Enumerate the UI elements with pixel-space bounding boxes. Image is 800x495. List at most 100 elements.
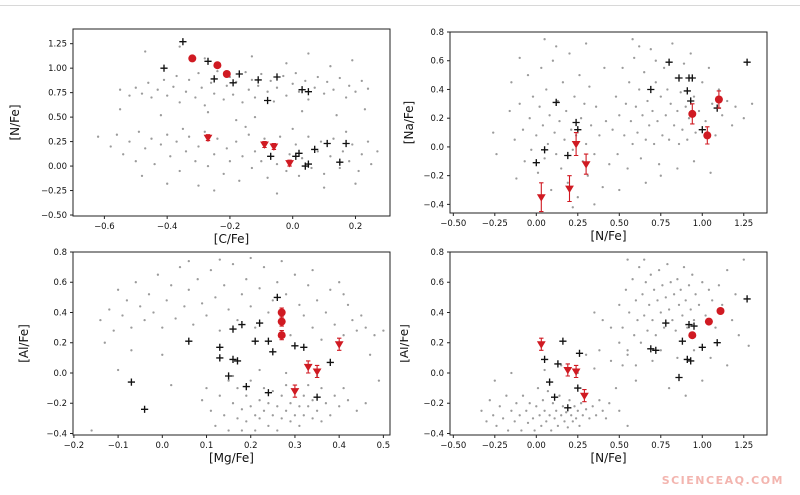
field-star-dot (638, 88, 641, 91)
field-star-dot (231, 402, 235, 405)
program-star-triangle (565, 185, 574, 193)
field-star-dot (662, 66, 666, 70)
field-star-dot (578, 424, 581, 428)
field-star-dot (377, 379, 381, 382)
plus-marker (300, 343, 308, 351)
plus-marker (678, 337, 686, 345)
field-star-dot (183, 305, 186, 308)
field-star-dot (618, 188, 621, 192)
plus-marker (675, 373, 683, 382)
series-field-star-dots (492, 38, 754, 209)
axes-frame (72, 251, 391, 436)
field-star-dot (669, 281, 672, 284)
field-star-dot (689, 308, 692, 311)
field-star-dot (689, 52, 692, 55)
field-star-dot (652, 142, 656, 146)
field-star-dot (150, 96, 153, 99)
field-star-dot (209, 268, 213, 272)
field-star-dot (329, 414, 332, 417)
field-star-dot (711, 102, 714, 105)
field-star-dot (140, 174, 144, 178)
field-star-dot (676, 109, 679, 113)
field-star-dot (263, 137, 266, 140)
field-star-dot (674, 329, 677, 332)
field-star-dot (178, 45, 181, 48)
field-star-dot (346, 303, 350, 307)
field-star-dot (604, 417, 608, 420)
y-tick-labels: −0.4 −0.2 0.0 0.2 0.4 0.6 0.8 (423, 248, 450, 439)
field-star-dot (521, 394, 525, 397)
field-star-dot (203, 104, 206, 107)
field-star-dot (636, 131, 639, 134)
x-tick-label: 0.0 (156, 441, 170, 451)
series-program-star-circles (688, 90, 723, 145)
field-star-dot (236, 417, 239, 420)
field-star-dot (322, 172, 326, 176)
field-star-dot (236, 318, 239, 322)
field-star-dot (285, 62, 288, 65)
program-star-circle (222, 70, 231, 78)
field-star-dot (342, 386, 345, 390)
field-star-dot (560, 364, 563, 367)
field-star-dot (118, 108, 122, 111)
plus-marker (342, 139, 350, 148)
field-star-dot (250, 166, 254, 170)
field-star-dot (247, 88, 250, 91)
x-tick-label: 0.25 (568, 441, 587, 451)
field-star-dot (351, 143, 354, 146)
scatter-plot-nfe-vs-cfe: −0.6 −0.4 −0.2 0.0 0.2 −0.50 −0.25 0.00 0.25 0.50… (8, 28, 391, 246)
field-star-dot (382, 329, 385, 332)
field-star-dot (166, 94, 169, 97)
plus-marker (675, 74, 683, 82)
field-star-dot (734, 293, 737, 296)
field-star-dot (692, 160, 696, 163)
program-star-triangle (312, 368, 322, 376)
program-star-circle (277, 317, 286, 326)
field-star-dot (540, 424, 543, 428)
field-star-dot (530, 148, 533, 151)
plus-marker (662, 319, 670, 327)
field-star-dot (634, 299, 638, 302)
field-star-dot (677, 142, 681, 146)
field-star-dot (322, 92, 326, 95)
field-star-dot (535, 405, 538, 408)
field-star-dot (324, 402, 328, 405)
field-star-dot (320, 386, 323, 390)
field-star-dot (598, 399, 601, 402)
field-star-dot (659, 311, 662, 314)
field-star-dot (528, 402, 531, 405)
x-tick-label: 1.00 (693, 219, 712, 229)
field-star-dot (633, 56, 636, 60)
field-star-dot (649, 273, 652, 276)
field-star-dot (262, 386, 266, 390)
field-star-dot (338, 281, 341, 284)
field-star-dot (583, 102, 586, 105)
plus-marker (572, 118, 580, 127)
field-star-dot (197, 184, 200, 187)
field-star-dot (548, 414, 551, 417)
field-star-dot (360, 79, 363, 83)
field-star-dot (311, 417, 314, 420)
field-star-dot (346, 399, 350, 402)
field-star-dot (225, 147, 228, 150)
series-field-star-dots (480, 258, 750, 432)
field-star-dot (282, 74, 285, 78)
field-star-dot (175, 74, 178, 78)
field-star-dot (628, 311, 631, 314)
program-star-triangle (269, 143, 279, 151)
field-star-dot (275, 162, 279, 166)
field-star-dot (545, 88, 548, 91)
field-star-dot (726, 99, 729, 103)
field-star-dot (492, 131, 495, 134)
plus-marker (273, 293, 281, 301)
field-star-dot (197, 145, 200, 148)
field-star-dot (560, 414, 563, 417)
x-tick-label: −0.1 (108, 441, 129, 451)
field-star-dot (543, 38, 546, 41)
field-star-dot (654, 59, 657, 62)
field-star-dot (338, 166, 341, 170)
field-star-dot (510, 409, 513, 412)
field-star-dot (531, 417, 535, 420)
field-star-dot (206, 111, 210, 114)
field-star-dot (249, 405, 252, 408)
